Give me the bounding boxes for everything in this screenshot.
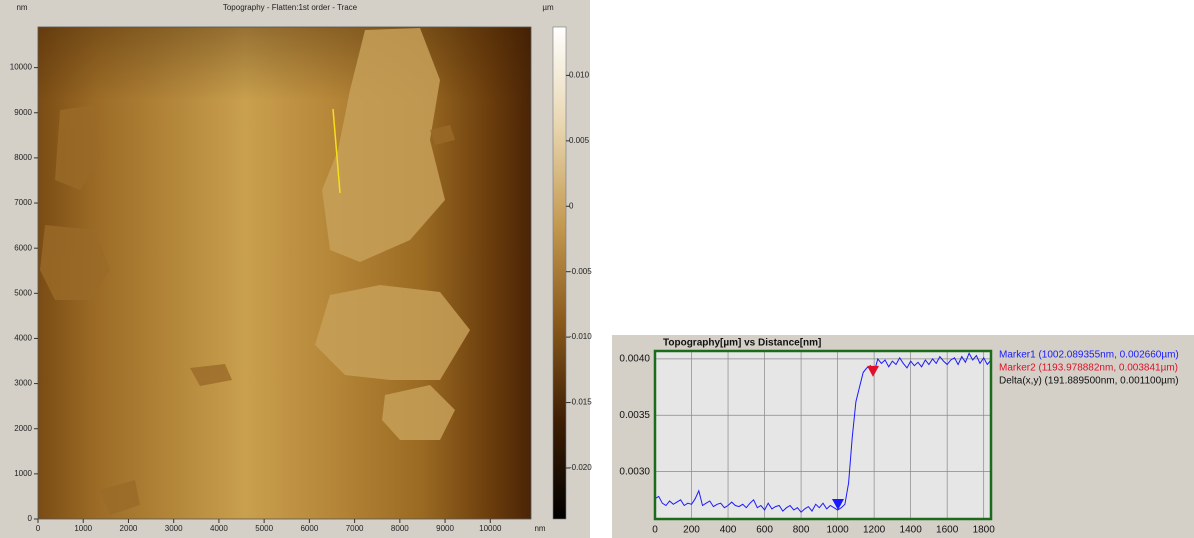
x-tick-label: 2000 [120, 524, 138, 533]
y-tick-label: 0 [28, 514, 33, 523]
x-tick-label: 0 [652, 525, 658, 536]
y-tick-label: 8000 [14, 153, 32, 162]
y-tick-label: 4000 [14, 334, 32, 343]
x-tick-label: 1000 [74, 524, 92, 533]
x-tick-label: 1400 [900, 525, 923, 536]
colorbar-tick-label: 0.005 [569, 136, 590, 145]
screen: nm Topography - Flatten:1st order - Trac… [0, 0, 1194, 538]
y-tick-label: 2000 [14, 424, 32, 433]
image-title: Topography - Flatten:1st order - Trace [223, 3, 358, 12]
x-tick-label: 6000 [300, 524, 318, 533]
colorbar-unit: µm [542, 3, 554, 12]
annotation: Delta(x,y) (191.889500nm, 0.001100µm) [999, 376, 1179, 387]
y-tick-label: 9000 [14, 108, 32, 117]
plot-area [655, 351, 991, 519]
x-tick-label: 7000 [346, 524, 364, 533]
colorbar-tick-label: -0.015 [569, 398, 592, 407]
x-tick-label: 1800 [973, 525, 996, 536]
page: {"chart_data": [ {"type": "image", "titl… [0, 0, 1194, 538]
x-tick-label: 4000 [210, 524, 228, 533]
y-tick-label: 10000 [10, 63, 33, 72]
marker-label: Marker2 (1193.978882nm, 0.003841µm) [999, 363, 1178, 374]
x-tick-label: 5000 [255, 524, 273, 533]
x-tick-label: 8000 [391, 524, 409, 533]
y-tick-label: 3000 [14, 379, 32, 388]
marker-label: Marker1 (1002.089355nm, 0.002660µm) [999, 350, 1179, 361]
colorbar-tick-label: -0.010 [569, 332, 592, 341]
y-tick-label: 0.0035 [619, 410, 650, 421]
colorbar [553, 27, 566, 519]
x-tick-label: 10000 [479, 524, 502, 533]
y-tick-label: 1000 [14, 469, 32, 478]
x-tick-label: 0 [36, 524, 41, 533]
x-tick-label: 800 [793, 525, 810, 536]
x-tick-label: 9000 [436, 524, 454, 533]
y-tick-label: 0.0030 [619, 466, 650, 477]
x-tick-label: 600 [756, 525, 773, 536]
chart-title: Topography[µm] vs Distance[nm] [663, 338, 821, 349]
y-tick-label: 6000 [14, 243, 32, 252]
y-tick-label: 5000 [14, 288, 32, 297]
y-tick-label: 7000 [14, 198, 32, 207]
x-tick-label: 1600 [936, 525, 959, 536]
y-tick-label: 0.0040 [619, 354, 650, 365]
x-tick-label: 200 [683, 525, 700, 536]
x-tick-label: 3000 [165, 524, 183, 533]
x-tick-label: 400 [720, 525, 737, 536]
colorbar-tick-label: -0.005 [569, 267, 592, 276]
colorbar-tick-label: -0.020 [569, 463, 592, 472]
colorbar-tick-label: 0 [569, 201, 574, 210]
y-unit: nm [16, 3, 27, 12]
colorbar-tick-label: 0.010 [569, 71, 590, 80]
topography-image [38, 27, 531, 519]
x-unit: nm [534, 524, 545, 533]
x-tick-label: 1000 [826, 525, 849, 536]
x-tick-label: 1200 [863, 525, 886, 536]
